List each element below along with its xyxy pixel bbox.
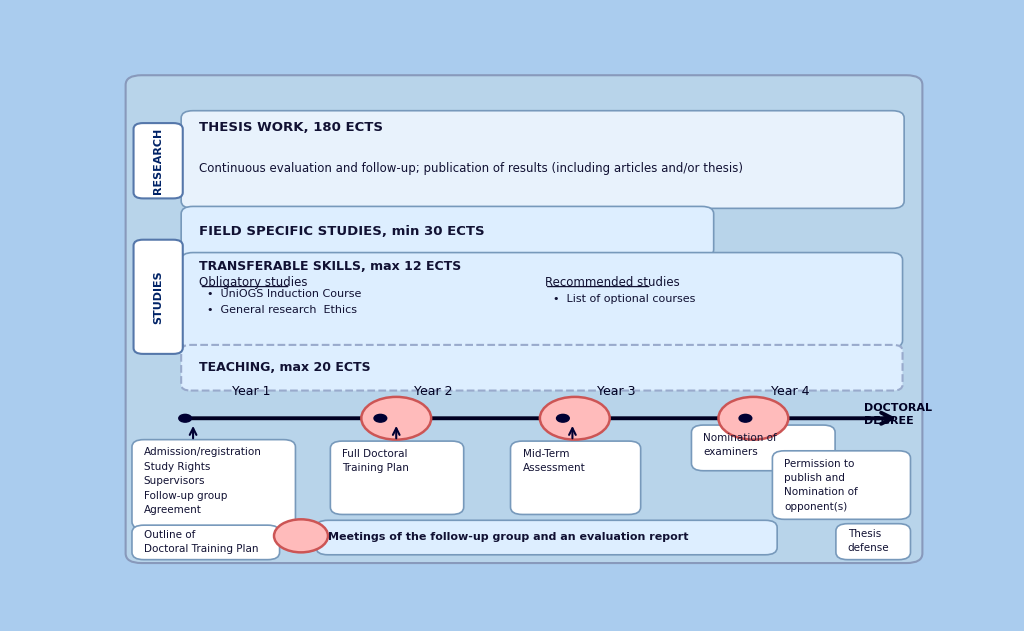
Text: RESEARCH: RESEARCH — [154, 127, 163, 194]
Text: Continuous evaluation and follow-up; publication of results (including articles : Continuous evaluation and follow-up; pub… — [200, 162, 743, 175]
Circle shape — [557, 415, 569, 422]
Text: Mid-Term
Assessment: Mid-Term Assessment — [523, 449, 586, 473]
FancyBboxPatch shape — [181, 345, 902, 391]
FancyBboxPatch shape — [132, 440, 296, 529]
FancyBboxPatch shape — [772, 451, 910, 519]
Text: Nomination of
examiners: Nomination of examiners — [703, 433, 777, 457]
Text: TEACHING, max 20 ECTS: TEACHING, max 20 ECTS — [200, 361, 371, 374]
Text: FIELD SPECIFIC STUDIES, min 30 ECTS: FIELD SPECIFIC STUDIES, min 30 ECTS — [200, 225, 485, 238]
Ellipse shape — [274, 519, 328, 552]
Ellipse shape — [719, 397, 788, 440]
Text: •  UniOGS Induction Course: • UniOGS Induction Course — [207, 290, 361, 299]
Circle shape — [739, 415, 752, 422]
Text: Thesis
defense: Thesis defense — [848, 529, 890, 553]
FancyBboxPatch shape — [511, 441, 641, 514]
FancyBboxPatch shape — [133, 240, 182, 354]
FancyBboxPatch shape — [126, 75, 923, 563]
Circle shape — [374, 415, 387, 422]
Text: STUDIES: STUDIES — [154, 270, 163, 324]
FancyBboxPatch shape — [181, 252, 902, 348]
Text: THESIS WORK, 180 ECTS: THESIS WORK, 180 ECTS — [200, 121, 383, 134]
FancyBboxPatch shape — [181, 206, 714, 257]
Ellipse shape — [361, 397, 431, 440]
Text: Permission to
publish and
Nomination of
opponent(s): Permission to publish and Nomination of … — [784, 459, 858, 512]
Text: TRANSFERABLE SKILLS, max 12 ECTS: TRANSFERABLE SKILLS, max 12 ECTS — [200, 260, 462, 273]
FancyBboxPatch shape — [133, 123, 182, 198]
Text: Year 1: Year 1 — [231, 385, 270, 398]
Ellipse shape — [540, 397, 609, 440]
Text: Year 3: Year 3 — [597, 385, 635, 398]
FancyBboxPatch shape — [836, 524, 910, 560]
Text: Obligatory studies: Obligatory studies — [200, 276, 308, 289]
Text: Year 4: Year 4 — [771, 385, 810, 398]
Text: Year 2: Year 2 — [415, 385, 453, 398]
FancyBboxPatch shape — [316, 521, 777, 555]
Text: Recommended studies: Recommended studies — [545, 276, 679, 289]
Text: DOCTORAL: DOCTORAL — [864, 403, 933, 413]
Text: Admission/registration
Study Rights
Supervisors
Follow-up group
Agreement: Admission/registration Study Rights Supe… — [143, 447, 262, 515]
Text: Meetings of the follow-up group and an evaluation report: Meetings of the follow-up group and an e… — [328, 533, 688, 542]
FancyBboxPatch shape — [691, 425, 836, 471]
Text: DEGREE: DEGREE — [864, 416, 914, 426]
Text: •  List of optional courses: • List of optional courses — [553, 294, 695, 304]
FancyBboxPatch shape — [132, 525, 280, 560]
FancyBboxPatch shape — [181, 110, 904, 208]
Text: Full Doctoral
Training Plan: Full Doctoral Training Plan — [342, 449, 410, 473]
Circle shape — [179, 415, 191, 422]
FancyBboxPatch shape — [331, 441, 464, 514]
Text: Outline of
Doctoral Training Plan: Outline of Doctoral Training Plan — [143, 531, 258, 555]
Text: •  General research  Ethics: • General research Ethics — [207, 305, 357, 316]
